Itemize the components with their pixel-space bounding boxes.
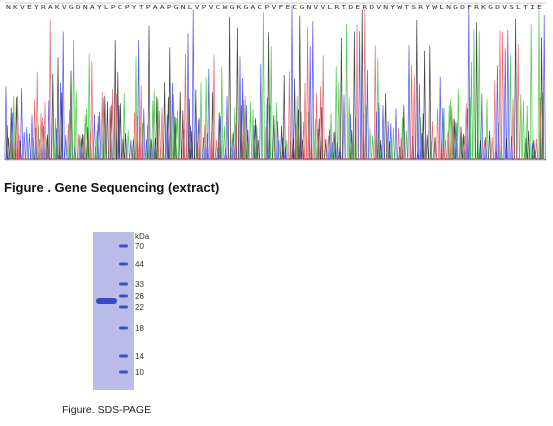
marker-label: 33 xyxy=(135,280,144,289)
figure-caption: Figure . Gene Sequencing (extract) xyxy=(4,180,219,195)
marker-band xyxy=(119,244,128,248)
marker-band xyxy=(119,326,128,330)
sequence: NKVEYRAKVGDNAYLPCPYTPAAPGNLVPVCWGKGACPVF… xyxy=(6,5,544,11)
unit-label: kDa xyxy=(135,232,150,241)
marker-label: 70 xyxy=(135,242,144,251)
marker-label: 44 xyxy=(135,260,144,269)
marker-label: 26 xyxy=(135,292,144,301)
marker-label: 22 xyxy=(135,303,144,312)
marker-band xyxy=(119,294,128,298)
trace xyxy=(4,8,547,161)
marker-band xyxy=(119,305,128,309)
trace xyxy=(4,9,547,161)
sample-band xyxy=(96,298,117,304)
chromatogram xyxy=(4,2,547,161)
marker-label: 14 xyxy=(135,352,144,361)
marker-lane: 70 44 33 26 22 18 14 10 xyxy=(119,242,144,377)
marker-band xyxy=(119,354,128,358)
marker-label: 18 xyxy=(135,324,144,333)
gel xyxy=(93,232,134,390)
figure-caption: Figure. SDS-PAGE xyxy=(62,404,151,416)
marker-band xyxy=(119,370,128,374)
marker-band xyxy=(119,282,128,286)
marker-band xyxy=(119,262,128,266)
marker-label: 10 xyxy=(135,368,144,377)
